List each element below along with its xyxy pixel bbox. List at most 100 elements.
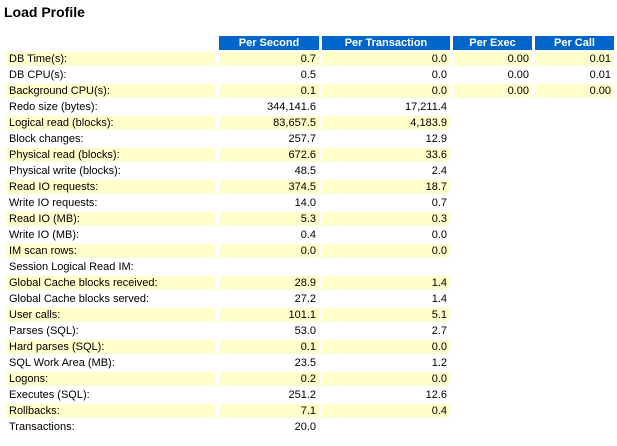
metric-label: Transactions: bbox=[6, 420, 216, 434]
per-exec-value: 0.00 bbox=[453, 84, 532, 98]
header-per-transaction: Per Transaction bbox=[322, 36, 450, 50]
per-exec-value bbox=[453, 100, 532, 114]
per-transaction-value: 0.0 bbox=[322, 68, 450, 82]
metric-label: Global Cache blocks received: bbox=[6, 276, 216, 290]
per-second-value: 0.0 bbox=[219, 244, 319, 258]
metric-label: Logons: bbox=[6, 372, 216, 386]
metric-label: Block changes: bbox=[6, 132, 216, 146]
load-profile-table: Per Second Per Transaction Per Exec Per … bbox=[3, 34, 617, 436]
table-row: Write IO requests: 14.0 0.7 bbox=[6, 196, 614, 210]
metric-label: Parses (SQL): bbox=[6, 324, 216, 338]
metric-label: Hard parses (SQL): bbox=[6, 340, 216, 354]
header-blank bbox=[6, 36, 216, 50]
table-row: Parses (SQL): 53.0 2.7 bbox=[6, 324, 614, 338]
metric-label: Write IO requests: bbox=[6, 196, 216, 210]
header-per-second: Per Second bbox=[219, 36, 319, 50]
per-exec-value bbox=[453, 212, 532, 226]
per-transaction-value: 0.0 bbox=[322, 244, 450, 258]
per-call-value: 0.01 bbox=[535, 52, 614, 66]
per-exec-value: 0.00 bbox=[453, 52, 532, 66]
table-row: Background CPU(s): 0.1 0.0 0.00 0.00 bbox=[6, 84, 614, 98]
per-second-value: 344,141.6 bbox=[219, 100, 319, 114]
per-second-value: 101.1 bbox=[219, 308, 319, 322]
table-row: SQL Work Area (MB): 23.5 1.2 bbox=[6, 356, 614, 370]
per-second-value: 14.0 bbox=[219, 196, 319, 210]
per-transaction-value: 2.7 bbox=[322, 324, 450, 338]
metric-label: Global Cache blocks served: bbox=[6, 292, 216, 306]
metric-label: Physical read (blocks): bbox=[6, 148, 216, 162]
table-row: Session Logical Read IM: bbox=[6, 260, 614, 274]
per-transaction-value: 1.4 bbox=[322, 276, 450, 290]
per-transaction-value bbox=[322, 420, 450, 434]
per-exec-value bbox=[453, 260, 532, 274]
table-row: Global Cache blocks served: 27.2 1.4 bbox=[6, 292, 614, 306]
metric-label: User calls: bbox=[6, 308, 216, 322]
per-exec-value bbox=[453, 164, 532, 178]
table-header-row: Per Second Per Transaction Per Exec Per … bbox=[6, 36, 614, 50]
metric-label: Rollbacks: bbox=[6, 404, 216, 418]
per-second-value: 28.9 bbox=[219, 276, 319, 290]
per-transaction-value: 0.0 bbox=[322, 52, 450, 66]
per-second-value: 0.1 bbox=[219, 340, 319, 354]
per-second-value: 48.5 bbox=[219, 164, 319, 178]
per-call-value bbox=[535, 100, 614, 114]
per-second-value: 672.6 bbox=[219, 148, 319, 162]
per-exec-value bbox=[453, 292, 532, 306]
per-call-value: 0.01 bbox=[535, 68, 614, 82]
table-row: DB CPU(s): 0.5 0.0 0.00 0.01 bbox=[6, 68, 614, 82]
table-row: Global Cache blocks received: 28.9 1.4 bbox=[6, 276, 614, 290]
per-call-value bbox=[535, 148, 614, 162]
per-exec-value bbox=[453, 404, 532, 418]
per-exec-value bbox=[453, 132, 532, 146]
per-call-value bbox=[535, 404, 614, 418]
per-transaction-value: 0.0 bbox=[322, 228, 450, 242]
per-second-value: 20.0 bbox=[219, 420, 319, 434]
per-call-value bbox=[535, 356, 614, 370]
per-call-value bbox=[535, 292, 614, 306]
per-call-value bbox=[535, 420, 614, 434]
per-exec-value bbox=[453, 324, 532, 338]
metric-label: SQL Work Area (MB): bbox=[6, 356, 216, 370]
header-per-exec: Per Exec bbox=[453, 36, 532, 50]
table-row: Transactions: 20.0 bbox=[6, 420, 614, 434]
table-row: Logical read (blocks): 83,657.5 4,183.9 bbox=[6, 116, 614, 130]
per-call-value bbox=[535, 228, 614, 242]
table-row: Physical read (blocks): 672.6 33.6 bbox=[6, 148, 614, 162]
per-transaction-value: 1.4 bbox=[322, 292, 450, 306]
per-call-value bbox=[535, 388, 614, 402]
per-second-value: 251.2 bbox=[219, 388, 319, 402]
metric-label: Background CPU(s): bbox=[6, 84, 216, 98]
per-transaction-value: 18.7 bbox=[322, 180, 450, 194]
per-call-value bbox=[535, 260, 614, 274]
per-exec-value bbox=[453, 180, 532, 194]
per-second-value: 0.2 bbox=[219, 372, 319, 386]
table-row: Read IO requests: 374.5 18.7 bbox=[6, 180, 614, 194]
table-row: Hard parses (SQL): 0.1 0.0 bbox=[6, 340, 614, 354]
metric-label: Physical write (blocks): bbox=[6, 164, 216, 178]
per-call-value bbox=[535, 164, 614, 178]
per-transaction-value: 12.6 bbox=[322, 388, 450, 402]
per-call-value bbox=[535, 180, 614, 194]
per-transaction-value: 0.0 bbox=[322, 84, 450, 98]
per-second-value: 27.2 bbox=[219, 292, 319, 306]
per-second-value: 257.7 bbox=[219, 132, 319, 146]
per-call-value bbox=[535, 116, 614, 130]
per-second-value bbox=[219, 260, 319, 274]
per-exec-value bbox=[453, 244, 532, 258]
per-call-value bbox=[535, 212, 614, 226]
per-call-value: 0.00 bbox=[535, 84, 614, 98]
per-exec-value bbox=[453, 308, 532, 322]
per-transaction-value: 0.4 bbox=[322, 404, 450, 418]
per-second-value: 0.4 bbox=[219, 228, 319, 242]
per-exec-value bbox=[453, 196, 532, 210]
metric-label: Redo size (bytes): bbox=[6, 100, 216, 114]
per-transaction-value bbox=[322, 260, 450, 274]
per-exec-value bbox=[453, 356, 532, 370]
per-second-value: 53.0 bbox=[219, 324, 319, 338]
per-exec-value bbox=[453, 372, 532, 386]
metric-label: Read IO (MB): bbox=[6, 212, 216, 226]
per-exec-value bbox=[453, 116, 532, 130]
per-transaction-value: 2.4 bbox=[322, 164, 450, 178]
table-row: Logons: 0.2 0.0 bbox=[6, 372, 614, 386]
per-exec-value bbox=[453, 276, 532, 290]
